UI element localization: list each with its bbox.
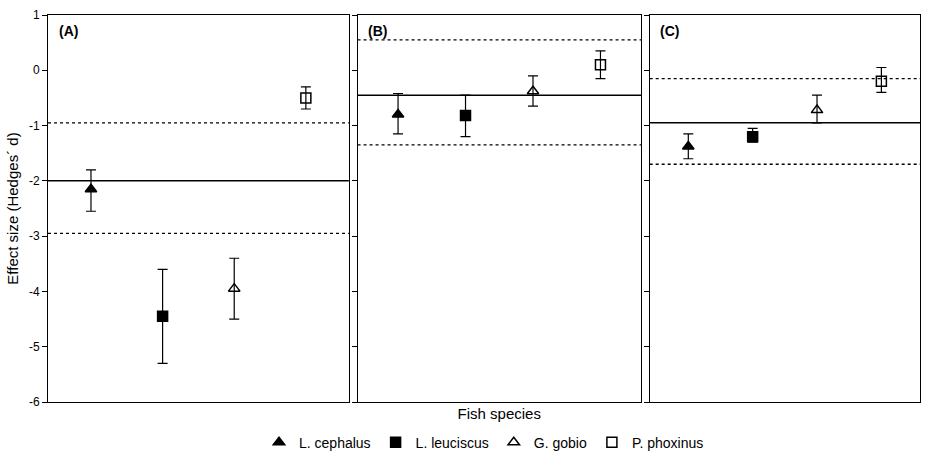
svg-text:Fish species: Fish species bbox=[458, 405, 541, 422]
svg-text:-3: -3 bbox=[29, 229, 40, 243]
svg-text:(C): (C) bbox=[660, 23, 679, 39]
svg-text:(A): (A) bbox=[59, 23, 78, 39]
svg-text:-1: -1 bbox=[29, 119, 40, 133]
svg-text:-4: -4 bbox=[29, 285, 40, 299]
svg-text:P. phoxinus: P. phoxinus bbox=[632, 435, 703, 451]
svg-text:-2: -2 bbox=[29, 174, 40, 188]
svg-text:L. leuciscus: L. leuciscus bbox=[416, 435, 489, 451]
svg-text:(B): (B) bbox=[368, 23, 387, 39]
svg-text:-5: -5 bbox=[29, 340, 40, 354]
svg-text:G. gobio: G. gobio bbox=[534, 435, 587, 451]
svg-text:L. cephalus: L. cephalus bbox=[299, 435, 371, 451]
svg-text:0: 0 bbox=[33, 63, 40, 77]
svg-text:-6: -6 bbox=[29, 395, 40, 409]
svg-text:1: 1 bbox=[33, 8, 40, 22]
svg-text:Effect size (Hedges´ d): Effect size (Hedges´ d) bbox=[4, 132, 21, 284]
